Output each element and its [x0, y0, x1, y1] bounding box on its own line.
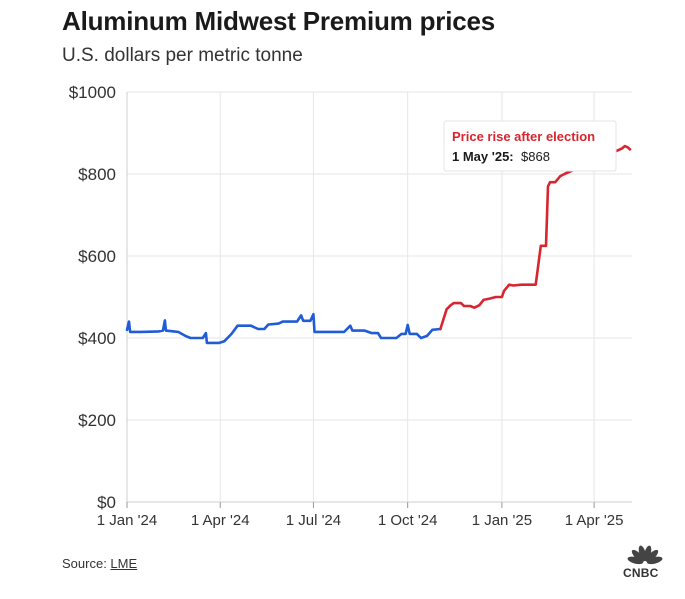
- y-tick-label: $200: [78, 411, 116, 430]
- x-axis-ticks: 1 Jan '24 1 Apr '24 1 Jul '24 1 Oct '24 1 Ja…: [97, 502, 624, 529]
- y-tick-label: $800: [78, 165, 116, 184]
- cnbc-peacock-icon: [627, 545, 663, 565]
- x-tick-label: 1 Apr '24: [191, 512, 250, 529]
- series-line-before-election: [125, 312, 442, 345]
- y-tick-label: $400: [78, 329, 116, 348]
- y-axis-ticks: $0 $200 $400 $600 $800 $1000: [69, 83, 116, 512]
- x-tick-label: 1 Jul '24: [286, 512, 341, 529]
- grid-lines: [126, 91, 632, 503]
- x-tick-label: 1 Oct '24: [378, 512, 438, 529]
- series-line-after-election: [439, 144, 632, 331]
- x-tick-label: 1 Apr '25: [565, 512, 624, 529]
- cnbc-logo-text: CNBC: [623, 566, 659, 580]
- tooltip-value: $868: [521, 149, 550, 164]
- tooltip-title: Price rise after election: [452, 129, 595, 144]
- source-link[interactable]: LME: [110, 556, 138, 571]
- chart-subtitle: U.S. dollars per metric tonne: [62, 45, 303, 66]
- chart-title: Aluminum Midwest Premium prices: [62, 6, 496, 36]
- tooltip-date: 1 May '25:: [452, 149, 514, 164]
- x-tick-label: 1 Jan '24: [97, 512, 157, 529]
- x-tick-label: 1 Jan '25: [472, 512, 532, 529]
- source-label: Source:: [62, 556, 111, 571]
- price-lines: [125, 144, 632, 345]
- tooltip: Price rise after election 1 May '25: $86…: [443, 120, 617, 172]
- tooltip-box: [443, 120, 617, 172]
- line-chart: $0 $200 $400 $600 $800 $1000 1 Jan '24 1 Apr '…: [69, 83, 632, 529]
- y-tick-label: $1000: [69, 83, 116, 102]
- y-tick-label: $600: [78, 247, 116, 266]
- source-note: Source: LME: [62, 556, 137, 571]
- y-tick-label: $0: [97, 493, 116, 512]
